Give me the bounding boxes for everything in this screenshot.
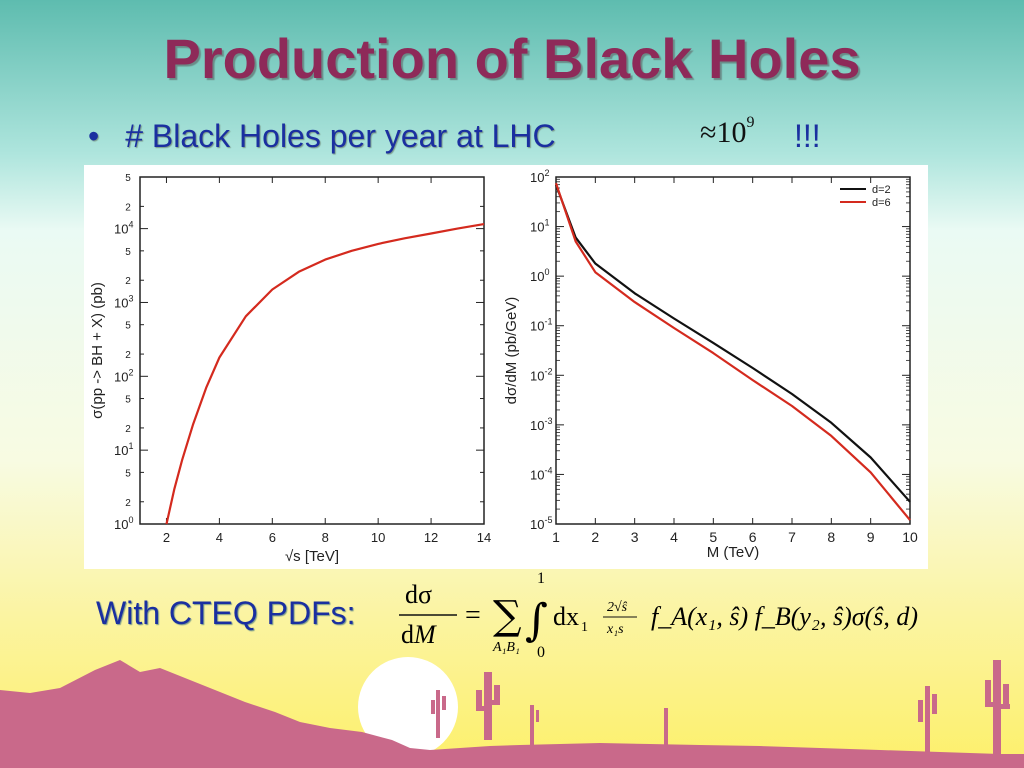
y-major-label: 10-1 xyxy=(530,317,552,334)
legend-label-2: d=6 xyxy=(872,197,891,209)
x-tick-label: 5 xyxy=(709,529,717,545)
formula-equals: = xyxy=(465,600,481,631)
x-tick-label: 12 xyxy=(424,530,438,545)
y-major-label: 104 xyxy=(114,220,133,237)
y-minor-label: 5 xyxy=(125,173,131,184)
y-minor-label: 2 xyxy=(125,276,131,287)
x-tick-label: 2 xyxy=(163,530,170,545)
y-major-label: 102 xyxy=(530,168,549,185)
cactus-group xyxy=(431,660,1010,754)
formula-sum-subscript: A₁B₁ xyxy=(492,640,520,655)
y-major-label: 101 xyxy=(530,218,549,235)
plot-frame xyxy=(139,176,485,525)
sun-circle xyxy=(358,657,458,757)
formula-lhs-numerator: dσ xyxy=(405,580,432,609)
x-tick-label: 6 xyxy=(749,529,757,545)
series-line-2 xyxy=(554,182,911,521)
x-tick-label: 9 xyxy=(867,529,875,545)
y-minor-label: 2 xyxy=(125,350,131,361)
x-tick-label: 4 xyxy=(216,530,223,545)
y-major-label: 102 xyxy=(114,367,133,384)
mountain-silhouette xyxy=(0,660,1024,768)
formula-body: f_A(x₁, ŝ) f_B(y₂, ŝ)σ(ŝ, d) xyxy=(651,602,918,631)
x-axis-label: √s [TeV] xyxy=(285,548,339,565)
approx-base: 10 xyxy=(716,116,747,149)
x-tick-label: 6 xyxy=(269,530,276,545)
formula-integral-lower: 0 xyxy=(537,644,545,661)
y-minor-label: 5 xyxy=(125,468,131,479)
y-major-label: 100 xyxy=(530,267,549,284)
y-minor-label: 5 xyxy=(125,321,131,332)
y-minor-label: 2 xyxy=(125,202,131,213)
y-major-label: 100 xyxy=(114,515,133,532)
cross-section-formula: dσ dM = ∑ A₁B₁ ∫ 1 0 dx 1 2√ŝ x₁s f_A(x₁… xyxy=(399,570,918,661)
y-major-label: 10-4 xyxy=(530,465,552,482)
approx-expression: ≈109 xyxy=(700,114,755,150)
formula-inner-denominator: x₁s xyxy=(606,622,624,637)
y-major-label: 103 xyxy=(114,293,133,310)
exclamation-text: !!! xyxy=(794,118,821,154)
x-tick-label: 8 xyxy=(827,529,835,545)
x-tick-label: 10 xyxy=(902,529,918,545)
x-axis-label: M (TeV) xyxy=(707,544,760,561)
legend-label-1: d=2 xyxy=(872,184,891,196)
formula-dx-subscript: 1 xyxy=(581,620,588,635)
x-tick-label: 7 xyxy=(788,529,796,545)
y-minor-label: 2 xyxy=(125,424,131,435)
chart-2: 1 2 3 4 5 6 7 8 9 10 102 101 100 10-1 10-2 10-3 10-4 10-5… xyxy=(503,168,918,561)
formula-lhs-denominator: dM xyxy=(401,620,437,649)
pdf-label: With CTEQ PDFs: xyxy=(96,595,356,631)
x-tick-label: 2 xyxy=(591,529,599,545)
formula-integral-symbol: ∫ xyxy=(525,595,548,646)
y-major-label: 10-3 xyxy=(530,416,552,433)
y-axis-label: dσ/dM (pb/GeV) xyxy=(503,297,520,405)
plot-frame xyxy=(555,176,911,525)
y-minor-label: 2 xyxy=(125,498,131,509)
y-minor-label: 5 xyxy=(125,247,131,258)
formula-sum-symbol: ∑ xyxy=(493,593,522,639)
formula-dx: dx xyxy=(553,602,579,631)
chart-1: 2 4 6 8 10 12 14 100 101 102 103 104 2 5 2 5 2 5 2 5 2 5 √s [T… xyxy=(89,173,491,565)
y-minor-label: 5 xyxy=(125,395,131,406)
x-tick-label: 1 xyxy=(552,529,560,545)
plots-panel: 2 4 6 8 10 12 14 100 101 102 103 104 2 5 2 5 2 5 2 5 2 5 √s [T… xyxy=(84,165,928,569)
bullet-marker: • xyxy=(88,118,100,154)
approx-symbol: ≈ xyxy=(700,116,717,149)
bullet-text: # Black Holes per year at LHC xyxy=(125,118,556,154)
y-major-label: 101 xyxy=(114,441,133,458)
y-major-label: 10-5 xyxy=(530,515,552,532)
slide-title: Production of Black Holes xyxy=(163,27,861,90)
formula-integral-upper: 1 xyxy=(537,570,545,587)
series-line-1 xyxy=(165,223,485,525)
y-major-label: 10-2 xyxy=(530,366,552,383)
y-axis-label: σ(pp -> BH + X) (pb) xyxy=(89,282,106,419)
approx-exponent: 9 xyxy=(746,114,755,131)
series-line-1 xyxy=(554,184,911,503)
x-tick-label: 4 xyxy=(670,529,678,545)
formula-inner-numerator: 2√ŝ xyxy=(607,600,628,615)
bullet-line: • # Black Holes per year at LHC xyxy=(88,118,556,155)
x-tick-label: 8 xyxy=(322,530,329,545)
x-tick-label: 14 xyxy=(477,530,491,545)
x-tick-label: 10 xyxy=(371,530,385,545)
x-tick-label: 3 xyxy=(631,529,639,545)
